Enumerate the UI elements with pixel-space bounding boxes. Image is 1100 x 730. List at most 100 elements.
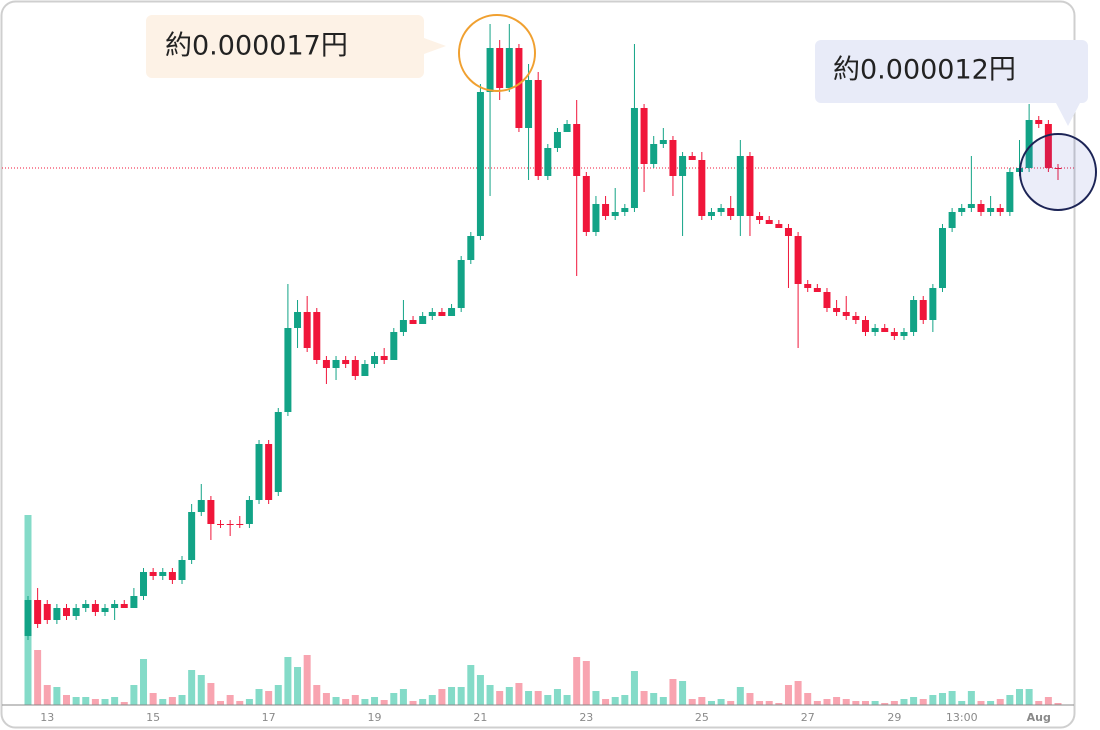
volume-bar xyxy=(881,703,889,705)
candle-body xyxy=(101,608,109,612)
candle-body xyxy=(640,108,648,164)
candle-body xyxy=(977,204,985,212)
volume-bar xyxy=(496,691,504,705)
volume-bar xyxy=(159,699,167,705)
volume-bar xyxy=(813,701,821,705)
candle-body xyxy=(342,360,350,364)
volume-bar xyxy=(91,699,99,705)
candle-body xyxy=(765,220,773,224)
highlight-circle xyxy=(1019,133,1097,211)
volume-bar xyxy=(207,683,215,705)
candle-body xyxy=(236,524,244,525)
volume-bar xyxy=(910,697,918,705)
volume-bar xyxy=(351,695,359,705)
volume-bar xyxy=(919,699,927,705)
candle-body xyxy=(621,208,629,212)
candle-body xyxy=(900,332,908,336)
candle-body xyxy=(573,124,581,176)
volume-bar xyxy=(1054,703,1062,705)
annotation-current: 約0.000012円 xyxy=(815,40,1097,211)
x-tick-label: 23 xyxy=(579,711,593,724)
candle-body xyxy=(823,292,831,308)
candle-body xyxy=(833,308,841,312)
candle-body xyxy=(467,236,475,260)
volume-bar xyxy=(958,701,966,705)
candle-body xyxy=(457,260,465,308)
candle-body xyxy=(505,48,513,88)
candle-body xyxy=(813,288,821,292)
volume-bar xyxy=(573,657,581,705)
candle-body xyxy=(919,300,927,320)
volume-bar xyxy=(505,687,513,705)
volume-bar xyxy=(34,650,42,705)
volume-bar xyxy=(717,699,725,705)
volume-bar xyxy=(43,685,51,705)
volume-bar xyxy=(544,695,552,705)
volume-bar xyxy=(698,697,706,705)
candle-body xyxy=(43,604,51,620)
candle-body xyxy=(159,572,167,576)
volume-bar xyxy=(630,671,638,705)
volume-bar xyxy=(679,681,687,705)
candle-body xyxy=(438,312,446,316)
volume-bar xyxy=(274,685,282,705)
volume-bar xyxy=(111,697,119,705)
volume-bar xyxy=(303,655,311,705)
candle-body xyxy=(371,356,379,364)
candle-body xyxy=(996,208,1004,212)
candle-body xyxy=(871,328,879,332)
candle-body xyxy=(284,328,292,412)
volume-bar xyxy=(640,691,648,705)
candle-body xyxy=(563,124,571,132)
candle-body xyxy=(861,320,869,332)
volume-bar xyxy=(178,695,186,705)
candle-body xyxy=(226,524,234,525)
volume-bar xyxy=(226,695,234,705)
volume-bar xyxy=(977,701,985,705)
candle-body xyxy=(294,312,302,328)
volume-bar xyxy=(1025,689,1033,705)
volume-bar xyxy=(823,699,831,705)
candle-body xyxy=(476,92,484,236)
volume-bar xyxy=(515,683,523,705)
candle-body xyxy=(274,412,282,492)
volume-bar xyxy=(996,699,1004,705)
candle-body xyxy=(515,48,523,128)
candle-body xyxy=(72,608,80,616)
candle-body xyxy=(707,212,715,216)
candle-body xyxy=(130,596,138,608)
candle-body xyxy=(178,560,186,580)
volume-bar xyxy=(399,689,407,705)
candle-body xyxy=(34,600,42,624)
candle-body xyxy=(313,312,321,360)
candle-body xyxy=(351,360,359,376)
plot-area xyxy=(2,24,1074,705)
candle-body xyxy=(63,608,71,616)
volume-bar xyxy=(775,703,783,705)
candle-body xyxy=(390,332,398,360)
volume-bar xyxy=(611,697,619,705)
candle-body xyxy=(53,608,61,620)
candle-body xyxy=(168,572,176,580)
volume-bar xyxy=(332,697,340,705)
volume-bar xyxy=(582,661,590,705)
candle-body xyxy=(120,604,128,608)
x-tick-label: Aug xyxy=(1027,711,1051,724)
candle-body xyxy=(217,524,225,525)
candle-body xyxy=(428,312,436,316)
candle-body xyxy=(717,208,725,212)
frame xyxy=(0,0,1076,729)
candle-body xyxy=(332,360,340,368)
volume-bar xyxy=(727,701,735,705)
candle-body xyxy=(111,604,119,608)
candle-body xyxy=(890,332,898,336)
volume-bar xyxy=(871,701,879,705)
candle-body xyxy=(630,108,638,208)
x-tick-label: 19 xyxy=(368,711,382,724)
candle-body xyxy=(1054,168,1062,169)
volume-bar xyxy=(929,695,937,705)
volume-bar xyxy=(842,699,850,705)
volume-bar xyxy=(756,701,764,705)
candle-body xyxy=(669,140,677,176)
annotation-peak: 約0.000017円 xyxy=(146,14,536,92)
